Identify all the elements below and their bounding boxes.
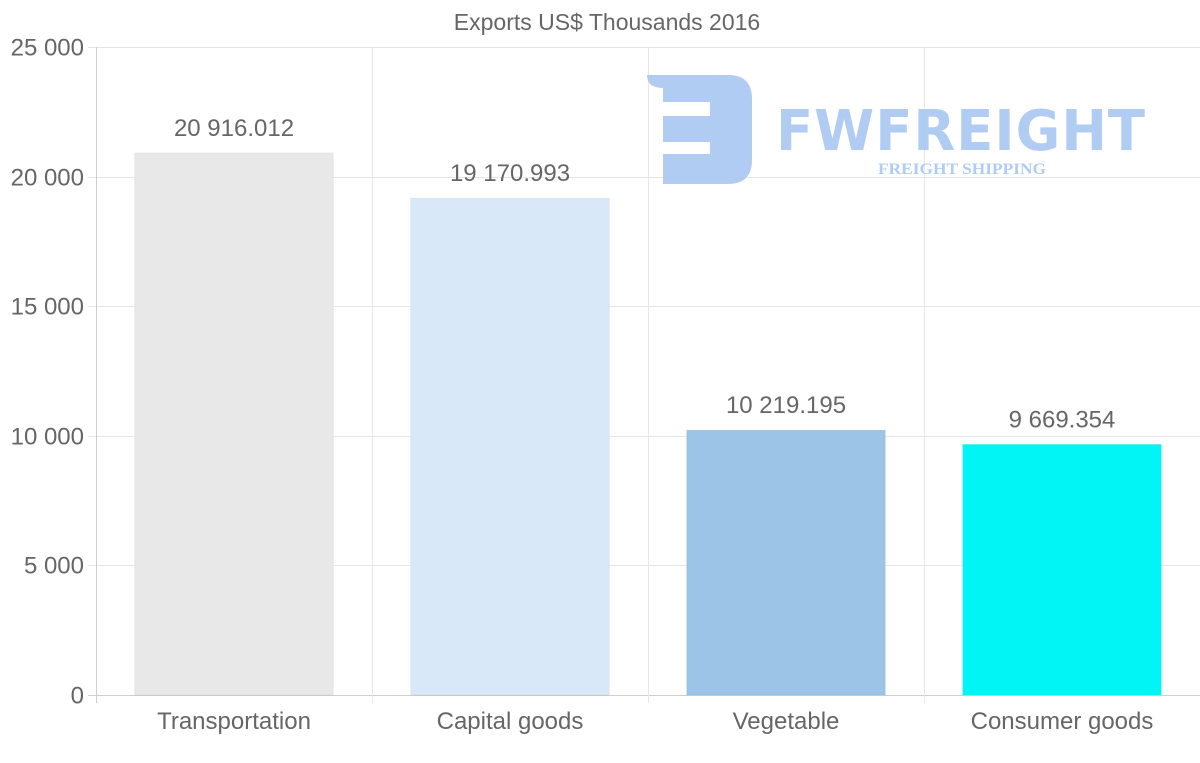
bar-vegetable <box>686 429 886 696</box>
y-tick-label: 10 000 <box>11 424 84 451</box>
bar-consumer-goods <box>962 443 1162 696</box>
y-tick-label: 0 <box>71 683 84 710</box>
x-tick-label: Consumer goods <box>971 708 1154 735</box>
chart-title: Exports US$ Thousands 2016 <box>454 9 760 35</box>
y-tick-label: 5 000 <box>24 553 84 580</box>
logo-tagline: FREIGHT SHIPPING <box>878 161 1047 178</box>
y-tick-label: 25 000 <box>11 35 84 62</box>
data-label: 20 916.012 <box>174 115 294 142</box>
x-tick-label: Vegetable <box>733 708 840 735</box>
bars <box>134 152 1162 696</box>
data-label: 9 669.354 <box>1009 406 1116 433</box>
x-tick-label: Capital goods <box>437 708 584 735</box>
y-tick-label: 15 000 <box>11 294 84 321</box>
x-tick-label: Transportation <box>157 708 311 735</box>
y-tick-label: 20 000 <box>11 165 84 192</box>
bar-transportation <box>134 152 334 696</box>
logo-brand: FWFREIGHT <box>776 99 1146 164</box>
bar-capital-goods <box>410 197 610 696</box>
grid: 0 5 000 10 000 15 000 20 000 25 000 <box>11 35 1200 710</box>
data-label: 19 170.993 <box>450 160 570 187</box>
data-label: 10 219.195 <box>726 392 846 419</box>
labels: 20 916.012 Transportation 19 170.993 Capita… <box>157 115 1153 735</box>
logo-mark-icon <box>647 75 752 184</box>
watermark-logo: FWFREIGHT FREIGHT SHIPPING <box>647 75 1146 184</box>
